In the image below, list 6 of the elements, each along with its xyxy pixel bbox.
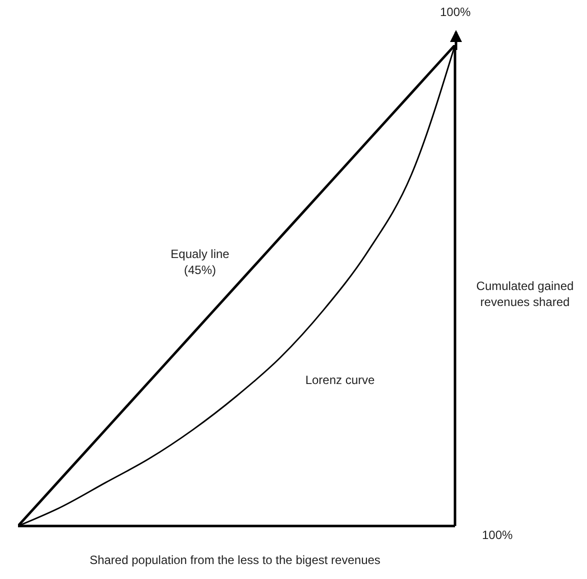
x-axis-title: Shared population from the less to the bigest revenues xyxy=(88,552,382,568)
text: 100% xyxy=(482,527,513,543)
text: Lorenz curve xyxy=(304,372,376,388)
text: 100% xyxy=(440,4,471,20)
series-label: Equaly line (45%) xyxy=(170,246,230,278)
y-axis-title: Cumulated gained revenues shared xyxy=(475,278,575,310)
